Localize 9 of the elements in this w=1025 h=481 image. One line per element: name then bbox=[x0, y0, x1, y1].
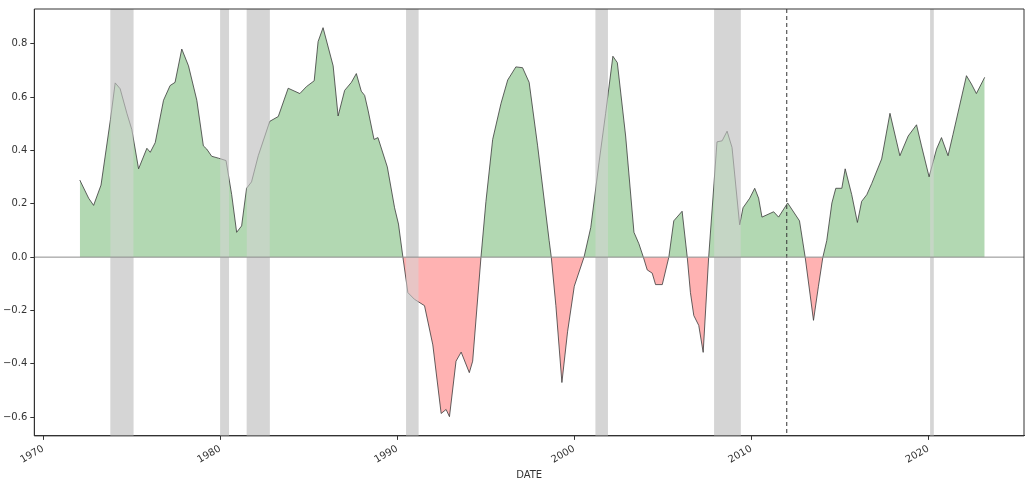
y-tick-label: 0.6 bbox=[11, 90, 28, 102]
y-tick-label: 0.8 bbox=[11, 37, 28, 49]
y-tick-label: −0.4 bbox=[2, 357, 28, 369]
y-tick-label: 0.4 bbox=[11, 144, 28, 155]
y-tick-label: −0.6 bbox=[2, 410, 28, 422]
x-axis-title: DATE bbox=[516, 468, 543, 480]
y-tick-label: 0.2 bbox=[11, 197, 28, 209]
y-tick-label: −0.2 bbox=[2, 304, 28, 316]
y-tick-label: 0.0 bbox=[11, 250, 28, 262]
